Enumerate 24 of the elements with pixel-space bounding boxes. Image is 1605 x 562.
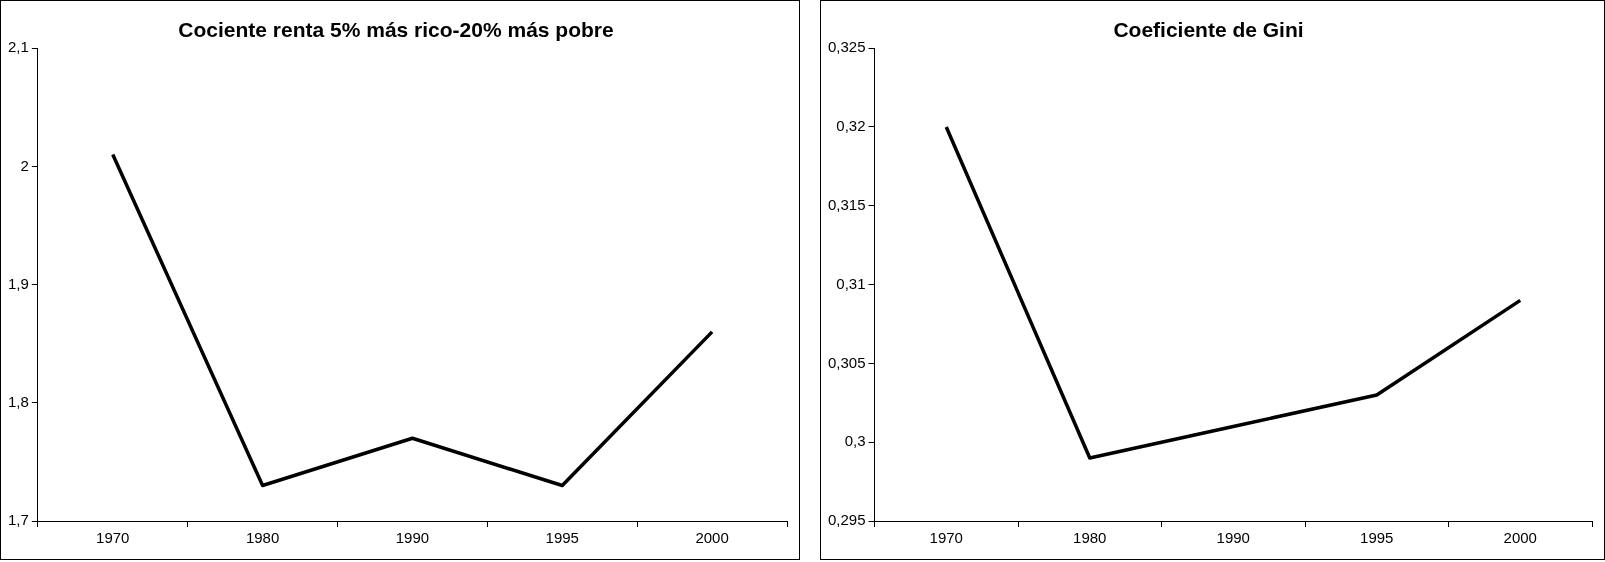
y-tick-label: 2,1 [7,38,29,56]
y-tick-label: 0,3 [844,432,866,450]
y-tick-label: 1,8 [7,392,29,410]
y-tick-label: 1,9 [7,274,29,292]
x-tick-label: 1990 [395,529,430,547]
y-tick-label: 2 [20,156,29,174]
chart-title: Coeficiente de Gini [1113,18,1304,42]
x-tick-label: 1970 [96,529,130,547]
chart-title: Cociente renta 5% más rico-20% más pobre [178,18,614,42]
y-tick-label: 0,325 [827,38,866,56]
y-tick-label: 0,31 [836,274,866,292]
y-tick-label: 0,315 [827,195,866,213]
x-tick-label: 2000 [1503,529,1537,547]
x-tick-label: 2000 [695,529,729,547]
y-tick-label: 0,295 [827,511,866,529]
x-tick-label: 1980 [1073,529,1107,547]
x-tick-label: 1980 [245,529,280,547]
x-tick-label: 1990 [1216,529,1250,547]
x-tick-label: 1970 [929,529,963,547]
x-tick-label: 1995 [545,529,579,547]
y-tick-label: 0,32 [836,117,866,135]
y-tick-label: 1,7 [7,511,29,529]
x-tick-label: 1995 [1360,529,1394,547]
y-tick-label: 0,305 [827,353,866,371]
